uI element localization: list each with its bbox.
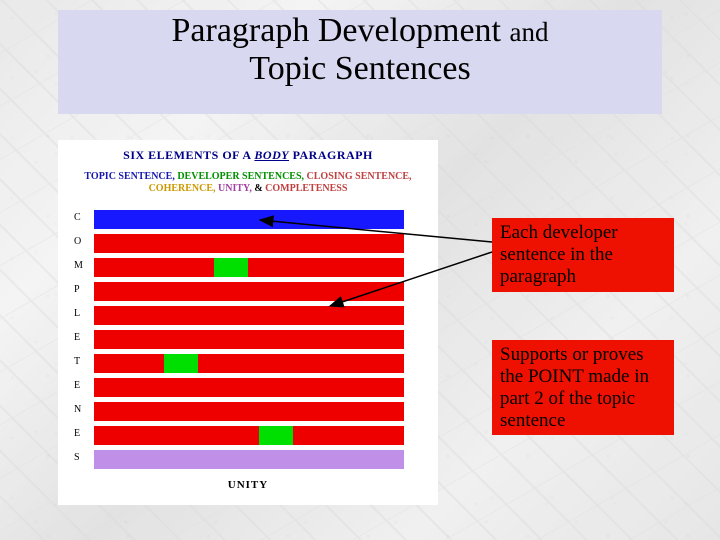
bar-red xyxy=(94,402,404,421)
bar-row: E xyxy=(94,378,404,397)
sub-unity: UNITY, xyxy=(216,183,252,194)
paragraph-chart: SIX ELEMENTS OF A BODY PARAGRAPH TOPIC S… xyxy=(58,140,438,505)
bar-red xyxy=(94,378,404,397)
bar-violet xyxy=(94,450,404,469)
green-segment xyxy=(214,258,248,277)
bar-row: O xyxy=(94,234,404,253)
chart-heading-body: BODY xyxy=(254,148,289,162)
bar-red xyxy=(94,330,404,349)
sub-completeness: COMPLETENESS xyxy=(265,183,347,194)
bar-row-letter: E xyxy=(74,380,80,391)
bar-row: N xyxy=(94,402,404,421)
callout-developer-sentence: Each developer sentence in the paragraph xyxy=(492,218,674,292)
bar-row: L xyxy=(94,306,404,325)
bar-row: E xyxy=(94,426,404,445)
sub-closing-sentence: CLOSING SENTENCE, xyxy=(304,171,412,182)
bar-red xyxy=(94,354,404,373)
chart-subheading-1: TOPIC SENTENCE, DEVELOPER SENTENCES, CLO… xyxy=(58,171,438,182)
chart-subheading-2: COHERENCE, UNITY, & COMPLETENESS xyxy=(58,183,438,194)
bar-row: E xyxy=(94,330,404,349)
callout-supports-point: Supports or proves the POINT made in par… xyxy=(492,340,674,435)
bar-row-letter: P xyxy=(74,284,80,295)
title-line-2: Topic Sentences xyxy=(249,50,470,88)
bar-red xyxy=(94,426,404,445)
green-segment xyxy=(259,426,293,445)
bar-row-letter: T xyxy=(74,356,80,367)
bar-row-letter: M xyxy=(74,260,83,271)
chart-heading: SIX ELEMENTS OF A BODY PARAGRAPH xyxy=(58,148,438,163)
chart-heading-prefix: SIX ELEMENTS OF A xyxy=(123,148,254,162)
sub-coherence: COHERENCE, xyxy=(149,183,216,194)
sub-topic-sentence: TOPIC SENTENCE, xyxy=(84,171,174,182)
sub-developer-sentences: DEVELOPER SENTENCES, xyxy=(175,171,304,182)
bar-row-letter: S xyxy=(74,452,80,463)
sub-ampersand: & xyxy=(252,183,265,194)
bar-row: S xyxy=(94,450,404,469)
bar-row-letter: C xyxy=(74,212,81,223)
title-text-and: and xyxy=(510,17,549,47)
bar-red xyxy=(94,306,404,325)
bar-row-letter: O xyxy=(74,236,81,247)
bar-row-letter: N xyxy=(74,404,81,415)
bar-red xyxy=(94,258,404,277)
bar-row-letter: L xyxy=(74,308,80,319)
bar-row: C xyxy=(94,210,404,229)
bar-row: M xyxy=(94,258,404,277)
bar-blue xyxy=(94,210,404,229)
unity-axis-label: UNITY xyxy=(58,479,438,491)
bar-row: T xyxy=(94,354,404,373)
bar-red xyxy=(94,234,404,253)
bar-row-letter: E xyxy=(74,428,80,439)
bar-red xyxy=(94,282,404,301)
bar-row-letter: E xyxy=(74,332,80,343)
title-band: Paragraph Development and Topic Sentence… xyxy=(58,10,662,114)
green-segment xyxy=(164,354,198,373)
bars-area: COMPLETENES xyxy=(94,210,404,464)
chart-heading-suffix: PARAGRAPH xyxy=(289,148,373,162)
title-line-1: Paragraph Development and xyxy=(172,12,549,50)
title-text-main: Paragraph Development xyxy=(172,12,510,49)
bar-row: P xyxy=(94,282,404,301)
